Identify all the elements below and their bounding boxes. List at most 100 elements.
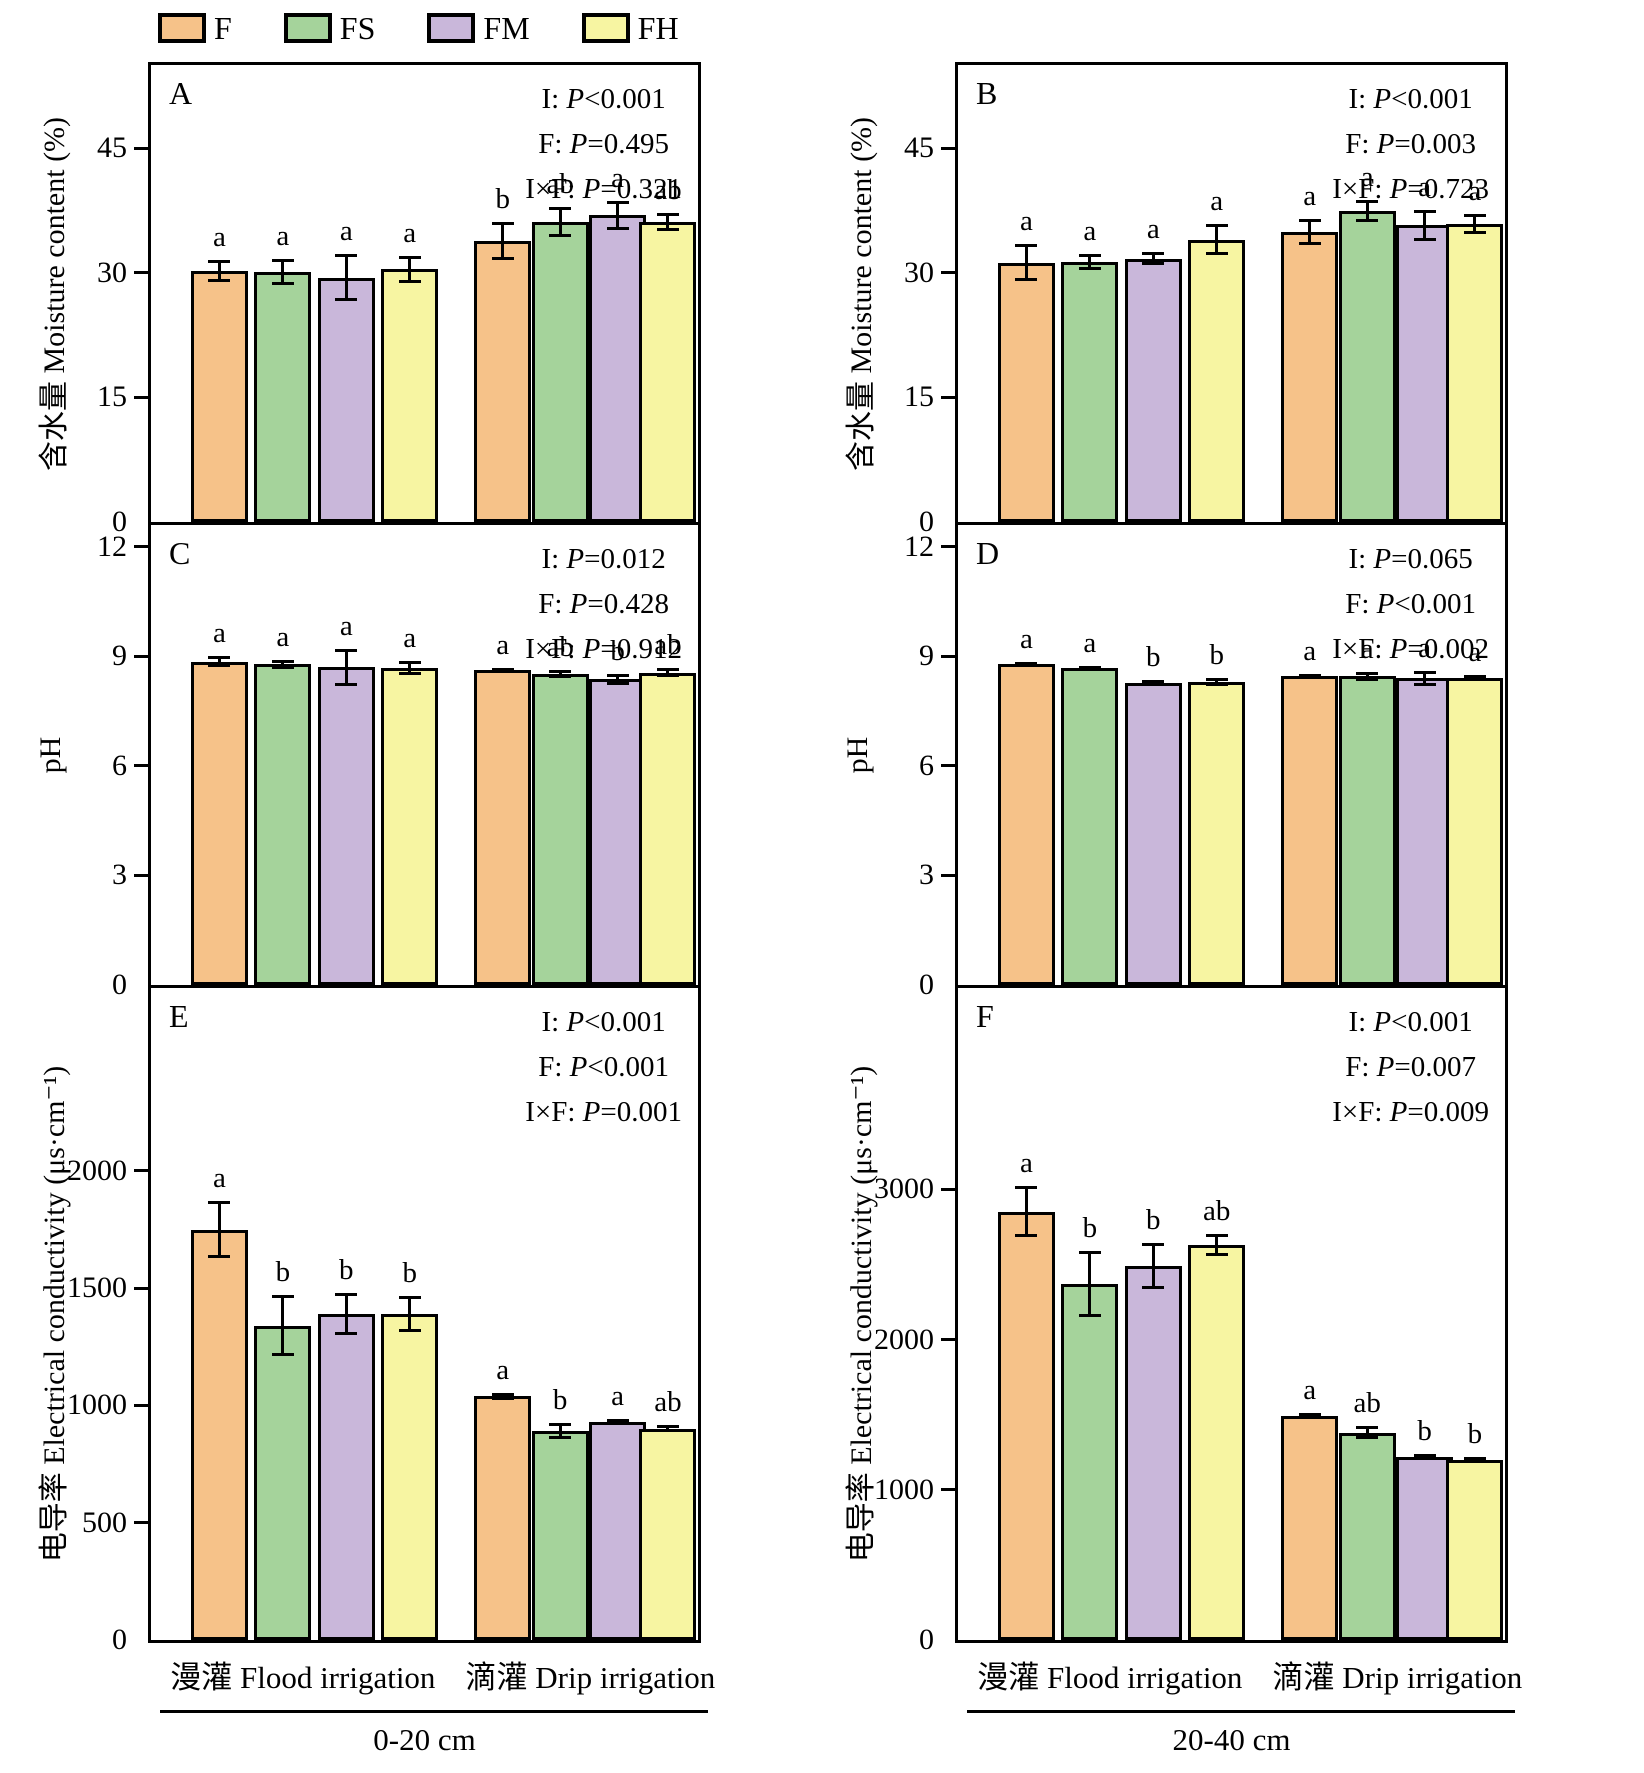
bar-FM-drip — [589, 679, 647, 985]
y-tick-label: 15 — [97, 380, 127, 414]
error-bar-cap-bottom — [1205, 1253, 1228, 1257]
sig-letter: b — [495, 183, 510, 216]
panel-letter-A: A — [169, 75, 193, 111]
bar-FH-flood — [381, 1314, 439, 1640]
y-tick — [134, 395, 148, 399]
error-bar-line — [408, 1296, 412, 1332]
error-bar-cap-top — [549, 1423, 572, 1427]
stats-line: I×F: P=0.723 — [1332, 172, 1489, 205]
stats-line: I: P<0.001 — [541, 83, 666, 115]
error-bar-cap-bottom — [1142, 1286, 1165, 1290]
error-bar-cap-bottom — [1078, 667, 1101, 671]
bar-F-flood — [190, 271, 248, 522]
y-tick — [941, 545, 955, 549]
bar-FS-drip — [1338, 211, 1396, 522]
y-tick-label: 15 — [904, 380, 934, 414]
legend-item-FM: FM — [427, 12, 530, 44]
y-axis-title: 含水量 Moisture content (%) — [38, 116, 71, 471]
bar-F-drip — [1281, 675, 1339, 985]
bar-FS-drip — [1338, 1432, 1396, 1640]
bar-FH-drip — [1446, 677, 1504, 985]
panel-D: 0 3 6 9 12 pH D I: P=0.065 F: P<0.001 I×F: P=0.00… — [841, 525, 1508, 1000]
sig-letter: a — [1083, 626, 1097, 659]
sig-letter: a — [496, 1353, 510, 1386]
sig-letter: a — [1418, 632, 1432, 665]
error-bar-cap-top — [656, 212, 679, 216]
bar-F-flood — [997, 262, 1055, 522]
error-bar-cap-bottom — [1205, 683, 1228, 687]
error-bar-cap-top — [606, 201, 629, 205]
error-bar-line — [1365, 1425, 1369, 1440]
error-bar-cap-top — [656, 1425, 679, 1429]
panel-C: 0 3 6 9 12 pH C I: P=0.012 F: P=0.428 I×F: P=0.91… — [34, 525, 701, 1000]
error-bar-cap-bottom — [398, 279, 421, 283]
plot-area-D: 0 3 6 9 12 pH D I: P=0.065 F: P<0.001 I×F: P=0.00… — [841, 525, 1505, 1000]
legend-swatch-FM — [427, 13, 476, 43]
error-bar-cap-bottom — [1142, 262, 1165, 266]
sig-letter: b — [339, 1253, 354, 1286]
error-bar-line — [1423, 209, 1427, 242]
error-bar-line — [501, 1392, 505, 1400]
error-bar-cap-bottom — [606, 1421, 629, 1425]
stats-p-symbol: P — [1376, 1050, 1395, 1083]
y-tick-label: 500 — [82, 1505, 127, 1539]
sig-letter: a — [1019, 622, 1033, 655]
bar-F-drip — [1281, 1416, 1339, 1640]
error-bar-cap-top — [1413, 1454, 1436, 1458]
legend-item-FS: FS — [283, 12, 375, 44]
panel-B: 0 15 30 45 含水量 Moisture content (%) B I: P<0.0… — [845, 62, 1508, 537]
stats-p-symbol: P — [1389, 172, 1408, 205]
error-bar-cap-top — [1078, 253, 1101, 257]
stats-p-symbol: P — [1389, 632, 1408, 665]
bar-FS-drip — [531, 222, 589, 522]
error-bar-line — [1151, 1242, 1155, 1290]
stats-block: I: P<0.001 F: P=0.495 I×F: P=0.321 — [525, 77, 682, 212]
error-bar-cap-top — [271, 1295, 294, 1299]
bar-FH-drip — [639, 222, 697, 522]
error-bar-line — [408, 256, 412, 283]
error-bar-cap-bottom — [208, 1254, 231, 1258]
sig-letter: a — [339, 610, 353, 643]
bar-FH-drip — [1446, 223, 1504, 522]
stats-line: F: P=0.003 — [1345, 127, 1476, 160]
y-axis-title: pH — [841, 736, 874, 774]
error-bar-cap-bottom — [271, 282, 294, 286]
error-bar-cap-bottom — [491, 669, 514, 673]
x-group-flood-left: 漫灌 Flood irrigation — [170, 1660, 436, 1695]
stats-p-symbol: P — [582, 632, 601, 665]
stats-p-symbol: P — [1373, 1006, 1392, 1038]
error-bar-cap-top — [271, 258, 294, 262]
panel-A: 0 15 30 45 含水量 Moisture content (%) A I: P<0.0… — [38, 62, 701, 537]
x-group-drip-left: 滴灌 Drip irrigation — [465, 1660, 716, 1695]
error-bar-line — [666, 212, 670, 232]
error-bar-line — [1215, 677, 1219, 687]
bar-FS-flood — [1061, 1283, 1119, 1640]
stats-line: F: P=0.495 — [538, 127, 669, 160]
bar-FM-drip — [1396, 225, 1454, 522]
error-bar-cap-bottom — [335, 1332, 358, 1336]
error-bar-line — [1088, 1250, 1092, 1318]
bar-FH-flood — [1188, 239, 1246, 522]
sig-letter: ab — [654, 173, 682, 206]
error-bar-cap-bottom — [1298, 242, 1321, 246]
stats-line: F: P<0.001 — [1345, 587, 1476, 620]
error-bar-cap-top — [491, 222, 514, 226]
error-bar-cap-top — [1142, 679, 1165, 683]
error-bar-line — [1024, 244, 1028, 282]
sig-letter: a — [496, 629, 510, 662]
bar-FS-flood — [254, 1325, 312, 1640]
error-bar-line — [408, 660, 412, 676]
error-bar-cap-bottom — [491, 257, 514, 261]
sig-letter: ab — [546, 630, 574, 663]
bar-F-flood — [190, 661, 248, 985]
bar-FM-drip — [1396, 678, 1454, 985]
depth-underline-right — [967, 1710, 1515, 1713]
plot-area-F: 0 1000 2000 3000 电导率 Electrical conductivity… — [845, 988, 1505, 1655]
error-bar-line — [501, 222, 505, 261]
stats-line: I×F: P=0.001 — [525, 1095, 682, 1128]
error-bar-line — [344, 649, 348, 686]
error-bar-cap-bottom — [1413, 1455, 1436, 1459]
stats-line: F: P<0.001 — [538, 1050, 669, 1083]
sig-letter: ab — [1203, 1194, 1231, 1227]
stats-line: I×F: P=0.009 — [1332, 1095, 1489, 1128]
